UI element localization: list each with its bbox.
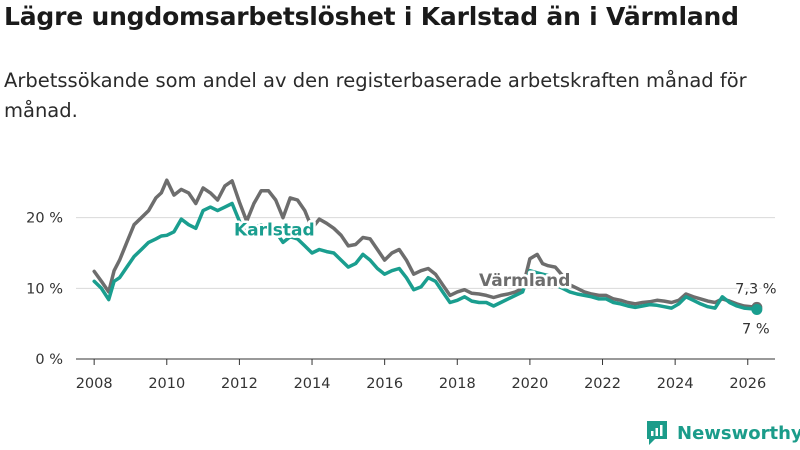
series-label-karlstad: Karlstad	[234, 220, 315, 240]
x-tick-label: 2026	[729, 376, 766, 392]
series-labels: Värmland 7,3 % Karlstad 7 %	[231, 218, 779, 340]
y-axis-tick-labels: 0 % 10 % 20 %	[26, 211, 63, 368]
x-tick-label: 2008	[76, 376, 113, 392]
newsworthy-logo[interactable]: Newsworthy	[645, 419, 800, 447]
y-tick-label: 0 %	[35, 352, 63, 368]
x-tick-label: 2024	[657, 376, 694, 392]
chart-subtitle: Arbetssökande som andel av den registerb…	[4, 69, 747, 122]
x-tick-label: 2014	[294, 376, 331, 392]
chart-title: Lägre ungdomsarbetslöshet i Karlstad än …	[4, 2, 739, 31]
x-tick-label: 2020	[511, 376, 548, 392]
x-axis-ticks: 2008 2010 2012 2014 2016 2018 2020 2022 2024 2026	[76, 359, 766, 392]
grid-lines	[76, 217, 775, 289]
end-value-label-karlstad: 7 %	[742, 322, 770, 338]
y-tick-label: 10 %	[26, 281, 63, 297]
series-label-värmland: Värmland	[479, 271, 570, 291]
newsworthy-logo-icon	[647, 421, 667, 445]
x-tick-label: 2012	[221, 376, 258, 392]
brand-name: Newsworthy	[677, 422, 800, 444]
end-value-label-värmland: 7,3 %	[735, 281, 776, 297]
x-tick-label: 2018	[439, 376, 476, 392]
series-line-karlstad	[92, 201, 759, 312]
series-end-point-karlstad	[751, 304, 763, 316]
x-tick-label: 2010	[148, 376, 185, 392]
series-lines	[92, 178, 763, 316]
x-tick-label: 2022	[584, 376, 621, 392]
x-tick-label: 2016	[366, 376, 403, 392]
series-line-värmland	[92, 178, 759, 310]
y-tick-label: 20 %	[26, 211, 63, 227]
